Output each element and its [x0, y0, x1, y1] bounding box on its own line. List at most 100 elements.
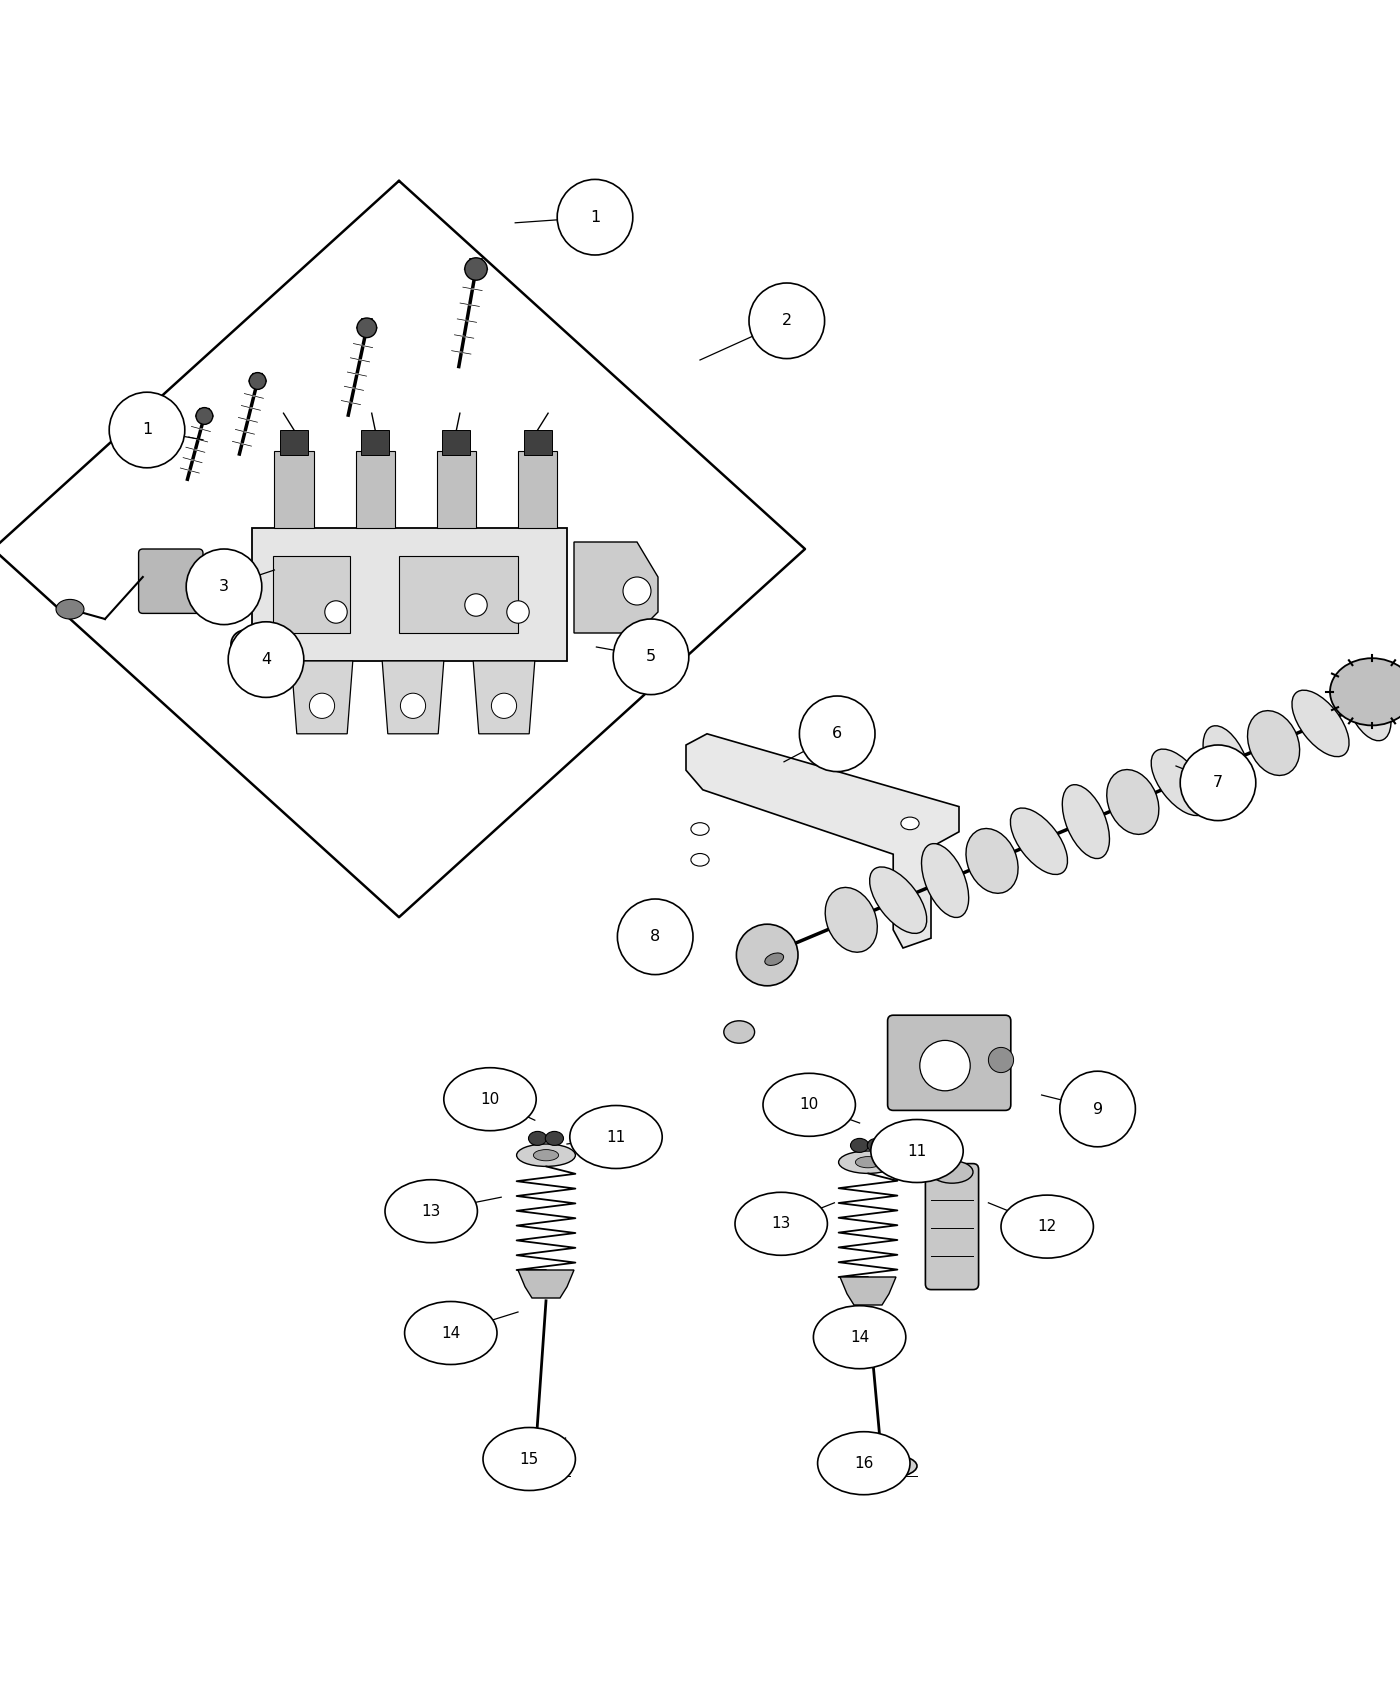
- Ellipse shape: [931, 1161, 973, 1183]
- Ellipse shape: [483, 1428, 575, 1491]
- Polygon shape: [574, 542, 658, 632]
- Ellipse shape: [444, 1068, 536, 1130]
- Text: 13: 13: [421, 1204, 441, 1219]
- Bar: [437, 450, 476, 529]
- Polygon shape: [382, 661, 444, 734]
- Text: 1: 1: [141, 423, 153, 437]
- Text: 3: 3: [218, 580, 230, 595]
- Text: 13: 13: [771, 1216, 791, 1231]
- Bar: [280, 430, 308, 456]
- Ellipse shape: [764, 954, 784, 966]
- Circle shape: [749, 282, 825, 359]
- Ellipse shape: [902, 818, 918, 830]
- Ellipse shape: [529, 1132, 546, 1146]
- Bar: [399, 556, 518, 632]
- Circle shape: [557, 180, 633, 255]
- Ellipse shape: [533, 1149, 559, 1161]
- Polygon shape: [473, 661, 535, 734]
- Circle shape: [1060, 1071, 1135, 1148]
- Ellipse shape: [1330, 658, 1400, 726]
- Ellipse shape: [851, 1139, 868, 1153]
- Text: 4: 4: [260, 653, 272, 666]
- Ellipse shape: [735, 1192, 827, 1255]
- Circle shape: [1180, 745, 1256, 821]
- Ellipse shape: [545, 1132, 563, 1146]
- Text: 5: 5: [645, 649, 657, 665]
- Ellipse shape: [869, 867, 927, 933]
- Ellipse shape: [724, 1020, 755, 1044]
- Circle shape: [465, 258, 487, 280]
- Polygon shape: [518, 1270, 574, 1299]
- Ellipse shape: [692, 853, 710, 865]
- Bar: [274, 450, 314, 529]
- Circle shape: [249, 372, 266, 389]
- Bar: [361, 430, 389, 456]
- Ellipse shape: [1203, 726, 1250, 799]
- Ellipse shape: [818, 1431, 910, 1494]
- Text: 10: 10: [799, 1096, 819, 1112]
- Bar: [442, 430, 470, 456]
- FancyBboxPatch shape: [925, 1163, 979, 1290]
- Ellipse shape: [1001, 1195, 1093, 1258]
- Circle shape: [357, 318, 377, 338]
- Circle shape: [491, 694, 517, 719]
- Text: 14: 14: [441, 1326, 461, 1341]
- Ellipse shape: [839, 1151, 897, 1173]
- Text: 11: 11: [907, 1144, 927, 1158]
- Ellipse shape: [1063, 785, 1109, 858]
- Ellipse shape: [1292, 690, 1350, 756]
- Ellipse shape: [1247, 711, 1299, 775]
- Circle shape: [617, 899, 693, 974]
- Circle shape: [507, 600, 529, 624]
- Circle shape: [799, 695, 875, 772]
- Text: 8: 8: [650, 930, 661, 944]
- Circle shape: [400, 694, 426, 719]
- Text: 7: 7: [1212, 775, 1224, 791]
- Ellipse shape: [867, 1139, 885, 1153]
- Ellipse shape: [692, 823, 710, 835]
- Text: 1: 1: [589, 209, 601, 224]
- Bar: [356, 450, 395, 529]
- Ellipse shape: [1151, 750, 1208, 816]
- Ellipse shape: [1107, 770, 1159, 835]
- Ellipse shape: [855, 1156, 881, 1168]
- Text: 9: 9: [1092, 1102, 1103, 1117]
- Text: 14: 14: [850, 1329, 869, 1345]
- Ellipse shape: [763, 1073, 855, 1136]
- Bar: [273, 556, 350, 632]
- Circle shape: [465, 593, 487, 615]
- Ellipse shape: [1344, 666, 1392, 741]
- Ellipse shape: [813, 1306, 906, 1369]
- Circle shape: [623, 576, 651, 605]
- Ellipse shape: [921, 843, 969, 918]
- Ellipse shape: [517, 1144, 575, 1166]
- Ellipse shape: [825, 887, 878, 952]
- Polygon shape: [291, 661, 353, 734]
- Text: 2: 2: [781, 313, 792, 328]
- Circle shape: [988, 1047, 1014, 1073]
- Ellipse shape: [966, 828, 1018, 892]
- Circle shape: [325, 600, 347, 624]
- Circle shape: [309, 694, 335, 719]
- Text: 6: 6: [832, 726, 843, 741]
- Ellipse shape: [871, 1120, 963, 1183]
- Ellipse shape: [1011, 808, 1068, 874]
- FancyBboxPatch shape: [888, 1015, 1011, 1110]
- Bar: [524, 430, 552, 456]
- Polygon shape: [840, 1277, 896, 1306]
- Circle shape: [920, 1040, 970, 1091]
- Text: 15: 15: [519, 1452, 539, 1467]
- Circle shape: [109, 393, 185, 468]
- Ellipse shape: [385, 1180, 477, 1243]
- FancyBboxPatch shape: [139, 549, 203, 614]
- Text: 10: 10: [480, 1091, 500, 1107]
- Bar: [518, 450, 557, 529]
- Ellipse shape: [56, 600, 84, 619]
- Text: 16: 16: [854, 1455, 874, 1470]
- Text: 12: 12: [1037, 1219, 1057, 1234]
- Ellipse shape: [500, 1454, 570, 1479]
- Circle shape: [186, 549, 262, 624]
- Ellipse shape: [570, 1105, 662, 1168]
- FancyBboxPatch shape: [252, 529, 567, 661]
- Ellipse shape: [847, 1454, 917, 1479]
